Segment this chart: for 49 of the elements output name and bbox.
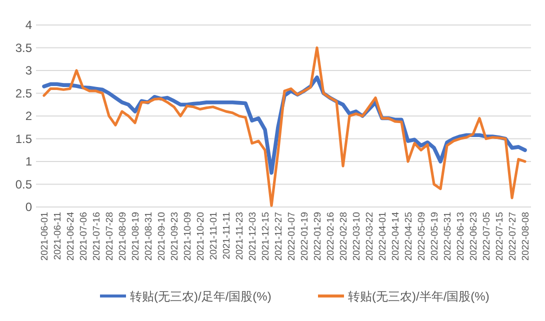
- x-tick-label: 2022-02-16: [326, 212, 336, 261]
- x-tick-label: 2021-11-01: [208, 212, 220, 260]
- y-tick-label: 0.5: [15, 177, 32, 192]
- y-tick-label: 2: [25, 109, 32, 123]
- y-tick-label: 0: [25, 200, 32, 214]
- x-tick-label: 2022-01-19: [300, 212, 310, 261]
- x-tick-label: 2021-06-24: [66, 212, 76, 261]
- x-tick-label: 2021-08-09: [118, 212, 128, 261]
- x-tick-label: 2021-09-10: [156, 212, 168, 261]
- x-tick-label: 2021-10-20: [196, 212, 206, 261]
- x-tick-label: 2021-06-01: [40, 212, 50, 261]
- x-tick-label: 2021-07-28: [104, 212, 116, 261]
- y-tick-label: 1: [25, 154, 32, 168]
- legend-label: 转贴(无三农)/足年/国股(%): [130, 290, 272, 304]
- x-tick-label: 2022-05-09: [416, 212, 428, 261]
- x-tick-label: 2021-12-15: [260, 212, 272, 261]
- x-tick-label: 2022-06-13: [456, 212, 466, 261]
- y-tick-label: 4: [25, 18, 32, 32]
- x-tick-label: 2022-07-05: [482, 212, 492, 261]
- x-tick-label: 2022-04-01: [378, 212, 388, 261]
- x-tick-label: 2022-03-22: [364, 212, 376, 261]
- x-tick-label: 2022-07-15: [494, 212, 506, 261]
- x-tick-label: 2022-06-23: [468, 212, 480, 261]
- x-tick-label: 2022-05-31: [442, 212, 454, 261]
- x-tick-label: 2021-10-09: [182, 212, 194, 261]
- x-tick-label: 2021-07-06: [78, 212, 90, 261]
- x-tick-label: 2022-07-27: [508, 212, 518, 261]
- x-tick-label: 2022-03-10: [352, 212, 362, 261]
- x-tick-label: 2021-06-11: [52, 212, 64, 260]
- x-tick-label: 2022-01-29: [312, 212, 324, 261]
- y-tick-label: 3: [25, 64, 32, 78]
- x-tick-label: 2021-11-11: [222, 212, 232, 260]
- x-tick-label: 2021-11-23: [234, 212, 246, 260]
- y-tick-label: 3.5: [15, 40, 32, 55]
- y-tick-label: 2.5: [15, 86, 32, 100]
- x-tick-label: 2022-05-19: [430, 212, 440, 261]
- x-tick-label: 2021-08-19: [130, 212, 142, 261]
- x-tick-label: 2021-09-23: [170, 212, 180, 261]
- x-tick-label: 2021-12-27: [274, 212, 284, 261]
- y-tick-label: 1.5: [15, 132, 32, 146]
- x-tick-label: 2021-12-03: [248, 212, 258, 261]
- x-tick-label: 2022-04-25: [404, 212, 414, 261]
- x-tick-label: 2022-04-14: [390, 212, 402, 261]
- x-tick-label: 2022-02-28: [338, 212, 350, 261]
- legend-label: 转贴(无三农)/半年/国股(%): [348, 290, 490, 304]
- x-tick-label: 2022-01-07: [286, 212, 298, 261]
- x-tick-label: 2022-08-08: [520, 212, 532, 261]
- x-tick-label: 2021-07-16: [92, 212, 102, 261]
- x-tick-label: 2021-08-31: [144, 212, 154, 261]
